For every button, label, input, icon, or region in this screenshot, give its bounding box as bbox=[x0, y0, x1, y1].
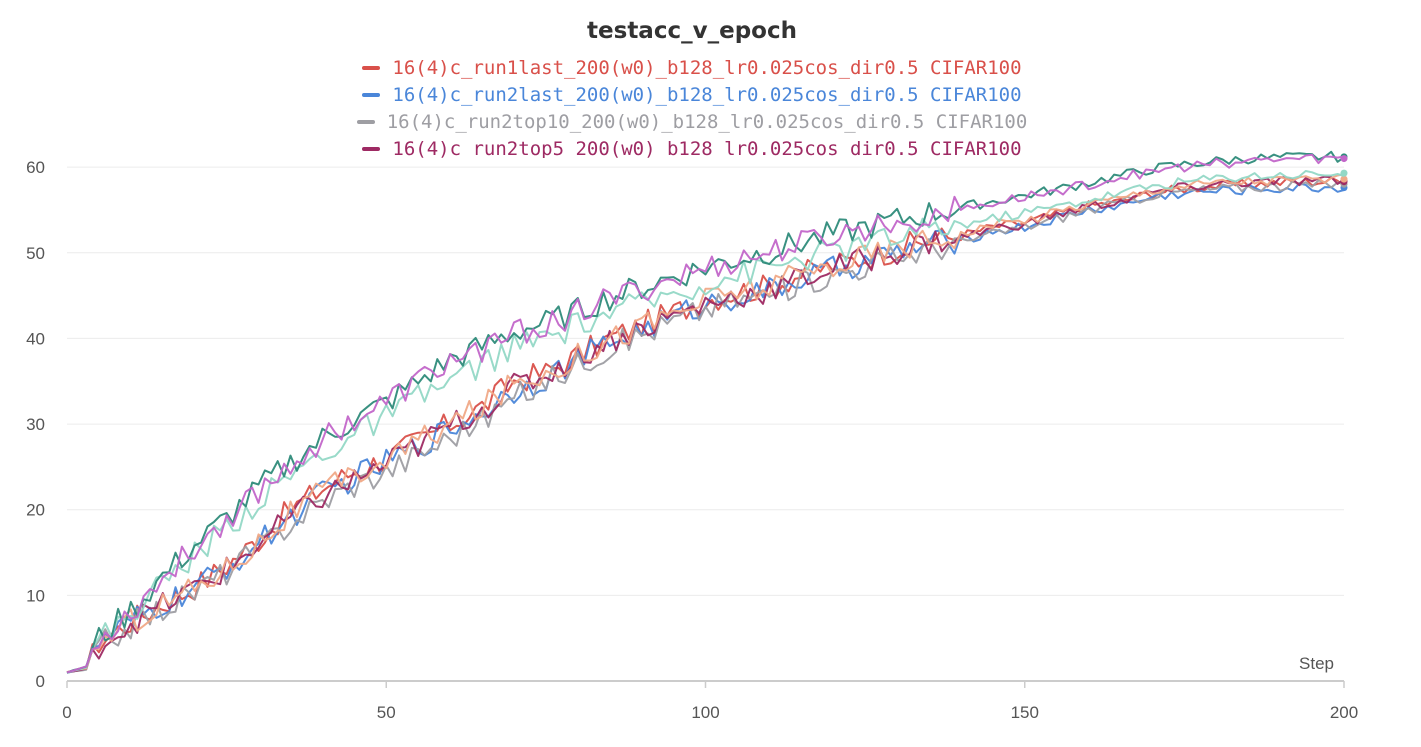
legend-label: 16(4)c_run2top10_200(w0)_b128_lr0.025cos… bbox=[386, 110, 1028, 133]
legend-swatch bbox=[362, 92, 381, 97]
series-line bbox=[66, 176, 1345, 674]
x-tick-label: 150 bbox=[1011, 703, 1039, 722]
legend-swatch bbox=[356, 119, 375, 124]
chart-title: testacc_v_epoch bbox=[587, 18, 797, 44]
legend-swatch bbox=[362, 65, 381, 70]
x-tick-label: 200 bbox=[1330, 703, 1358, 722]
y-tick-label: 10 bbox=[26, 586, 45, 605]
series-line bbox=[66, 175, 1345, 674]
series-end-point bbox=[1340, 169, 1348, 177]
y-tick-label: 30 bbox=[26, 415, 45, 434]
legend-label: 16(4)c_run1last_200(w0)_b128_lr0.025cos_… bbox=[392, 56, 1022, 79]
y-tick-label: 0 bbox=[36, 672, 45, 691]
x-tick-label: 0 bbox=[62, 703, 71, 722]
legend-item[interactable]: 16(4)c_run2top5_200(w0)_b128_lr0.025cos_… bbox=[0, 135, 1384, 158]
legend-item[interactable]: 16(4)c_run1last_200(w0)_b128_lr0.025cos_… bbox=[0, 54, 1384, 81]
y-tick-label: 40 bbox=[26, 329, 45, 348]
legend-item[interactable]: 16(4)c_run2last_200(w0)_b128_lr0.025cos_… bbox=[0, 81, 1384, 108]
legend-label: 16(4)c_run2last_200(w0)_b128_lr0.025cos_… bbox=[392, 83, 1022, 106]
series-end-point bbox=[1340, 155, 1348, 163]
x-tick-label: 100 bbox=[691, 703, 719, 722]
legend-label: 16(4)c_run2top5_200(w0)_b128_lr0.025cos_… bbox=[392, 137, 1022, 159]
y-tick-label: 60 bbox=[26, 158, 45, 177]
y-tick-label: 50 bbox=[26, 244, 45, 263]
y-tick-label: 20 bbox=[26, 501, 45, 520]
legend-swatch bbox=[362, 146, 381, 151]
series-line bbox=[66, 179, 1345, 674]
x-tick-label: 50 bbox=[377, 703, 396, 722]
series-line bbox=[66, 173, 1345, 674]
legend-item[interactable]: 16(4)c_run2top10_200(w0)_b128_lr0.025cos… bbox=[0, 108, 1384, 135]
series-line bbox=[66, 150, 1345, 674]
series-line bbox=[66, 182, 1345, 674]
x-axis-label: Step bbox=[1299, 654, 1334, 673]
series-line bbox=[66, 170, 1345, 674]
series-end-point bbox=[1340, 175, 1348, 183]
chart-legend: 16(4)c_run1last_200(w0)_b128_lr0.025cos_… bbox=[0, 54, 1384, 158]
series-line bbox=[66, 153, 1345, 674]
